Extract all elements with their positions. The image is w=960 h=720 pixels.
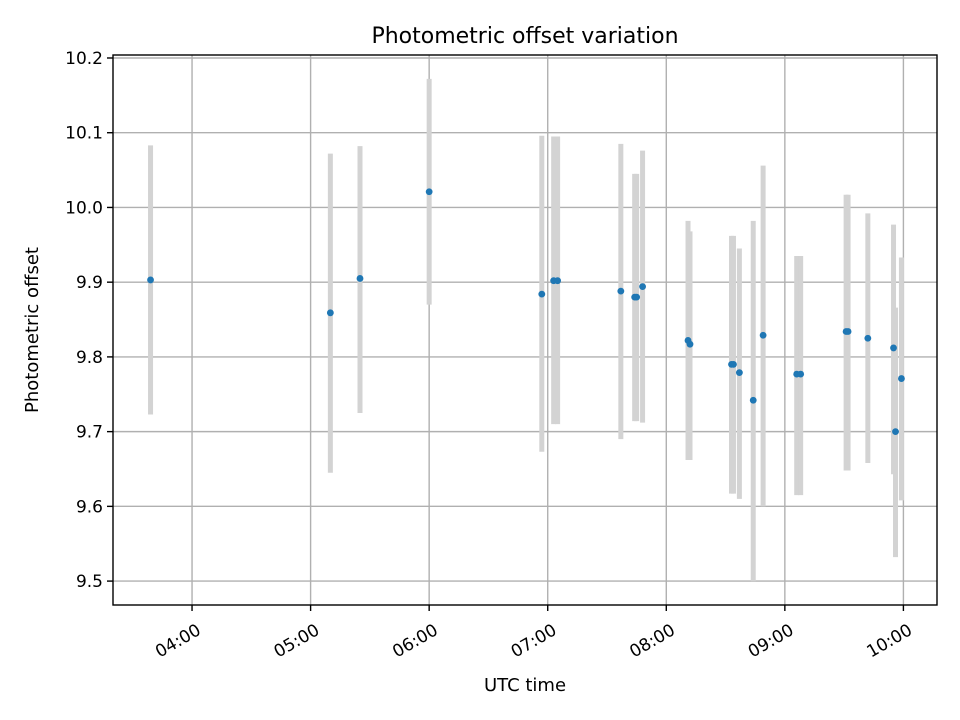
data-point [554,277,562,285]
y-axis-ticks: 9.5 9.6 9.7 9.8 9.9 10.0 10.1 10.2 [65,49,113,592]
data-point [797,370,805,378]
y-tick-label: 9.8 [76,348,103,368]
data-point [617,287,625,295]
data-point [890,344,897,352]
x-tick-label: 09:00 [745,620,797,662]
data-point [735,369,743,376]
x-axis-label: UTC time [484,675,566,696]
y-tick-label: 10.1 [65,124,103,144]
data-point [147,276,154,284]
data-point [356,275,364,282]
y-tick-label: 10.0 [65,198,103,218]
x-tick-label: 08:00 [626,620,678,662]
y-tick-label: 9.9 [76,273,103,293]
data-point [749,396,757,404]
y-tick-label: 9.5 [76,572,103,592]
x-tick-label: 06:00 [389,620,441,662]
chart-title: Photometric offset variation [371,24,678,49]
data-point [425,188,433,196]
data-point [686,340,694,348]
y-axis-label: Photometric offset [22,247,43,413]
data-point [759,331,767,339]
y-tick-label: 9.7 [76,423,103,443]
data-point [639,283,646,291]
data-point [864,334,872,342]
plot-area-frame [112,54,938,606]
data-point [538,290,546,298]
x-tick-label: 07:00 [508,620,560,662]
x-axis-ticks: 04:00 05:00 06:00 07:00 08:00 09:00 10:00 [152,605,916,662]
y-tick-label: 9.6 [76,497,103,517]
data-points [147,188,905,436]
data-point [844,328,852,335]
grid [113,55,937,605]
data-point [633,293,641,301]
x-tick-label: 05:00 [271,620,323,662]
data-point [326,309,334,317]
data-point [730,360,737,368]
x-tick-label: 04:00 [152,620,204,662]
data-point [898,375,905,382]
x-tick-label: 10:00 [863,620,915,662]
y-tick-label: 10.2 [65,49,103,69]
data-point [892,428,899,436]
